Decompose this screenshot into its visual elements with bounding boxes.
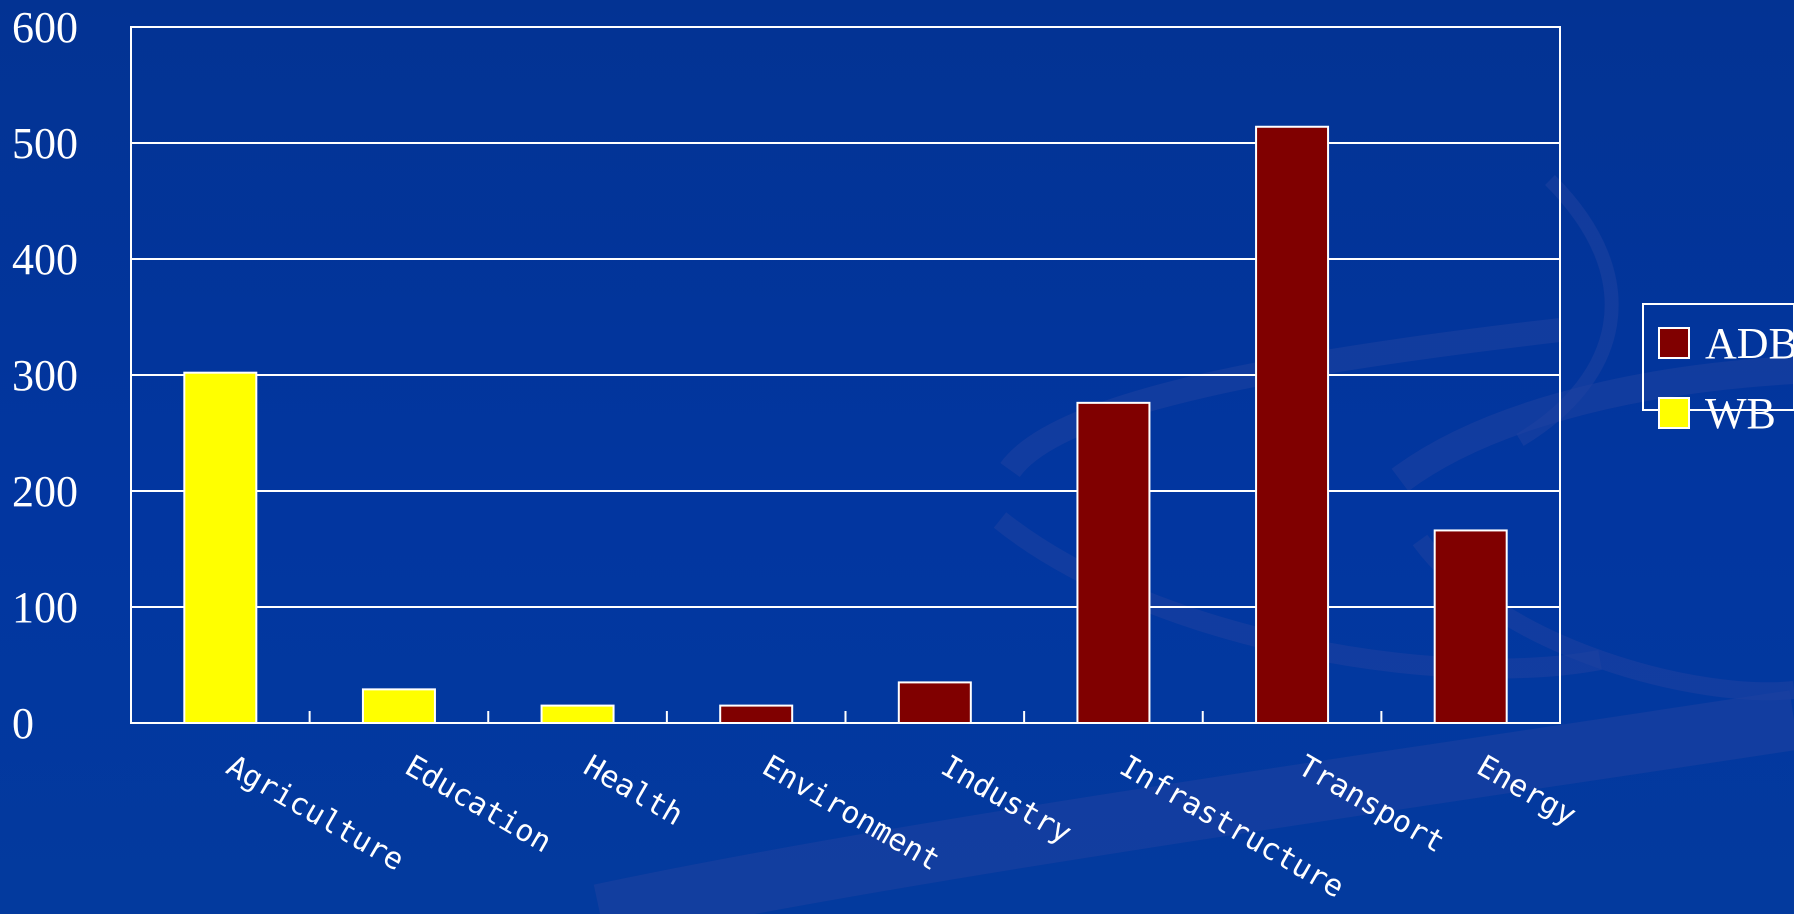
- x-category-label: Education: [399, 749, 557, 861]
- bar-wb-health: [540, 704, 615, 724]
- y-tick-label: 0: [12, 699, 34, 748]
- chart-gridlines: [131, 142, 1560, 608]
- x-category-label: Agriculture: [220, 749, 410, 879]
- legend-label-adb: ADB: [1705, 319, 1794, 368]
- y-tick-label: 500: [12, 119, 78, 168]
- legend-box: [1642, 303, 1794, 411]
- y-axis-tick-labels: 0 100 200 300 400 500 600: [12, 3, 78, 748]
- y-tick-label: 400: [12, 235, 78, 284]
- y-tick-label: 600: [12, 3, 78, 52]
- chart-bars: [183, 125, 1508, 725]
- bar-adb-environment: [719, 704, 794, 724]
- y-tick-label: 100: [12, 583, 78, 632]
- bar-wb-agriculture: [183, 371, 258, 724]
- x-category-label: Health: [578, 749, 689, 833]
- bar-adb-industry: [897, 681, 972, 725]
- background-swirl-decoration: [593, 175, 1794, 914]
- chart-axes: [130, 26, 1561, 724]
- bar-adb-infrastructure: [1076, 401, 1151, 724]
- y-tick-label: 200: [12, 467, 78, 516]
- chart-legend: ADB WB: [1642, 303, 1794, 438]
- legend-swatch-adb: [1658, 327, 1690, 359]
- bar-wb-education: [361, 688, 436, 724]
- y-tick-label: 300: [12, 351, 78, 400]
- bar-adb-energy: [1433, 529, 1508, 724]
- bar-adb-transport: [1255, 125, 1330, 724]
- legend-label-wb: WB: [1705, 389, 1776, 438]
- legend-swatch-wb: [1658, 397, 1690, 429]
